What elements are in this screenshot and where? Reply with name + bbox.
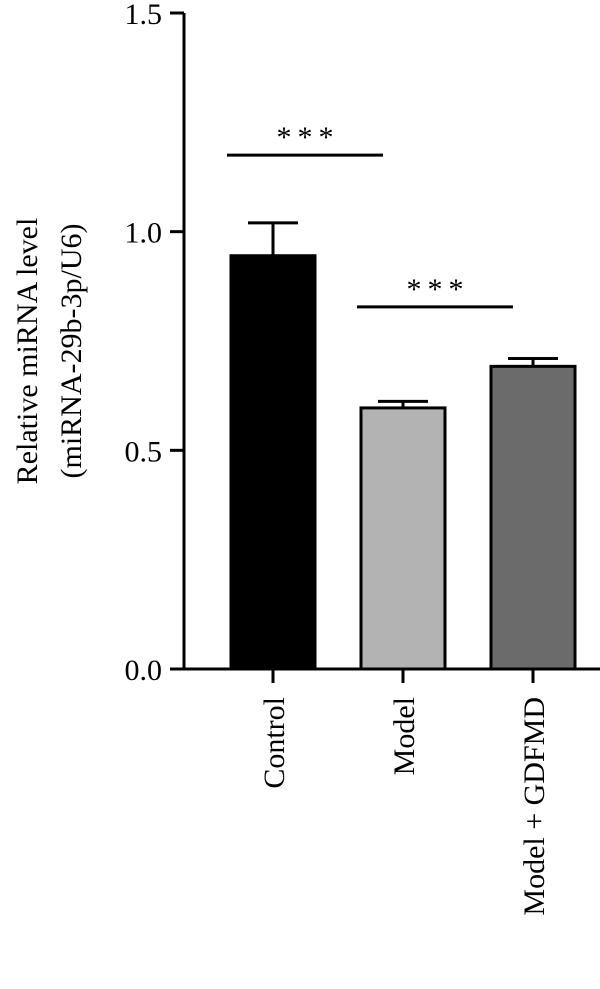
x-tick-label: Model + GDFMD [518,697,551,916]
y-tick-label: 0.0 [125,654,163,687]
y-tick-label: 1.5 [125,0,163,31]
x-axis: Control Model Model + GDFMD [184,667,600,916]
y-tick-label: 0.5 [125,435,163,468]
bar-model [359,406,447,671]
y-axis: 0.0 0.5 1.0 1.5 [125,0,186,687]
x-tick-label: Model [388,697,421,775]
x-tick-label: Control [258,697,291,789]
y-axis-label: Relative miRNA level (miRNA-29b-3p/U6) [11,218,88,485]
significance-label: *** [277,121,340,154]
y-axis-label-line1: Relative miRNA level [11,218,44,485]
bar-model-gdfmd [489,364,577,671]
y-tick-label: 1.0 [125,217,163,250]
y-axis-label-line2: (miRNA-29b-3p/U6) [55,224,88,479]
bars [229,221,577,671]
significance-label: *** [407,273,470,306]
bar-control [229,254,317,671]
significance-annotations: *** *** [227,121,513,309]
